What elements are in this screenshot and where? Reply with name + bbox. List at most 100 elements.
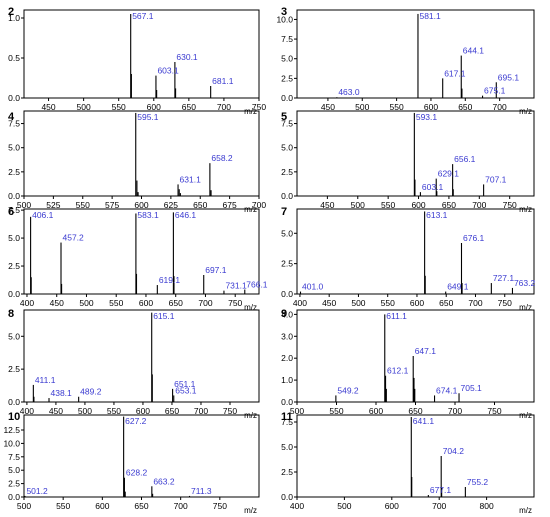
x-tick-label: 550: [381, 298, 395, 308]
x-tick-label: 500: [79, 298, 93, 308]
x-tick-label: 750: [228, 298, 242, 308]
y-tick-label: 5.0: [8, 233, 20, 243]
x-tick-label: 450: [41, 102, 55, 112]
peak-label: 615.1: [153, 311, 175, 321]
x-tick-label: 800: [480, 501, 494, 511]
y-tick-label: 0.0: [8, 397, 20, 407]
x-tick-label: 575: [105, 200, 119, 210]
y-tick-label: 10.0: [3, 438, 20, 448]
spectrum-panel-11: 11 400 500 600 700 800 0.0 2.5 5.0 7.5 m/z 641.1 704…: [281, 411, 535, 515]
x-tick-label: 600: [147, 102, 161, 112]
x-tick-label: 500: [351, 200, 365, 210]
peak-label: 711.3: [191, 486, 212, 496]
plot-frame: [296, 414, 535, 498]
y-tick-label: 2.5: [8, 364, 20, 374]
x-tick-label: 500: [17, 501, 31, 511]
peak-label: 653.1: [175, 385, 197, 395]
peak-label: 704.2: [443, 446, 465, 456]
peak-label: 675.1: [484, 86, 506, 96]
y-tick-label: 10.0: [276, 14, 293, 24]
x-tick-label: 700: [432, 501, 446, 511]
y-tick-label: 0.0: [8, 492, 20, 502]
peak-label: 766.1: [246, 280, 268, 290]
peak-label: 411.1: [35, 375, 56, 385]
y-tick-label: 7.5: [281, 34, 293, 44]
x-tick-label: 700: [252, 200, 266, 210]
x-tick-label: 650: [182, 102, 196, 112]
peak-label: 613.1: [426, 210, 448, 220]
x-tick-label: 450: [49, 406, 63, 416]
panel-label: 11: [281, 411, 293, 423]
y-tick-label: 0.0: [281, 289, 293, 299]
peak-label: 489.2: [80, 387, 102, 397]
x-tick-label: 650: [193, 200, 207, 210]
panel-label: 7: [281, 206, 287, 218]
peak-label: 644.1: [463, 46, 485, 56]
x-tick-label: 600: [369, 406, 383, 416]
x-tick-label: 600: [139, 298, 153, 308]
peak-label: 647.1: [415, 346, 437, 356]
x-tick-label: 600: [136, 406, 150, 416]
y-tick-label: 3.0: [281, 331, 293, 341]
peak-label: 727.1: [493, 273, 515, 283]
x-tick-label: 700: [448, 406, 462, 416]
peak-label: 629.1: [438, 169, 460, 179]
y-tick-label: 0.0: [8, 289, 20, 299]
panel-label: 10: [8, 411, 20, 423]
x-axis-label: m/z: [244, 506, 257, 515]
panel-label: 6: [8, 206, 14, 218]
peak-label: 697.1: [205, 265, 227, 275]
peak-label: 501.2: [26, 486, 48, 496]
x-tick-label: 750: [498, 298, 512, 308]
peak-label: 630.1: [176, 52, 198, 62]
panel-label: 2: [8, 6, 14, 18]
x-tick-label: 600: [424, 102, 438, 112]
peak-label: 681.1: [212, 76, 234, 86]
peak-label: 438.1: [51, 388, 73, 398]
x-tick-label: 500: [77, 102, 91, 112]
x-tick-label: 600: [134, 200, 148, 210]
y-tick-label: 2.5: [8, 167, 20, 177]
x-tick-label: 400: [20, 298, 34, 308]
y-tick-label: 5.0: [281, 228, 293, 238]
x-tick-label: 650: [408, 406, 422, 416]
panel-label: 3: [281, 6, 287, 18]
peak-label: 611.1: [386, 311, 407, 321]
x-tick-label: 400: [20, 406, 34, 416]
x-tick-label: 700: [493, 102, 507, 112]
peak-label: 595.1: [137, 112, 159, 122]
peak-label: 663.2: [153, 476, 175, 486]
spectrum-panel-10: 10 500 550 600 650 700 750 0.0 2.5 5.0 7.5 10.0 12.5…: [3, 411, 260, 515]
y-tick-label: 1.0: [8, 13, 20, 23]
x-tick-label: 450: [322, 298, 336, 308]
x-tick-label: 750: [223, 406, 237, 416]
x-tick-label: 650: [458, 102, 472, 112]
x-tick-label: 400: [290, 501, 304, 511]
plot-frame: [23, 9, 260, 99]
x-tick-label: 750: [503, 200, 517, 210]
y-tick-label: 2.0: [281, 353, 293, 363]
peak-label: 628.2: [126, 468, 148, 478]
plot-frame: [23, 414, 260, 498]
x-tick-label: 700: [472, 200, 486, 210]
x-axis-label: m/z: [519, 506, 532, 515]
x-tick-label: 450: [321, 102, 335, 112]
y-tick-label: 12.5: [3, 425, 20, 435]
y-tick-label: 0.0: [8, 93, 20, 103]
spectrum-panel-6: 6 400 450 500 550 600 650 700 750 0.0 2.5 5.0 7.5 m/z…: [8, 205, 268, 312]
peak-label: 631.1: [180, 174, 202, 184]
peak-label: 567.1: [132, 11, 154, 21]
peak-label: 463.0: [338, 87, 360, 97]
x-tick-label: 650: [169, 298, 183, 308]
y-tick-label: 5.0: [281, 143, 293, 153]
peak-label: 619.1: [159, 275, 181, 285]
peak-label: 593.1: [416, 112, 438, 122]
peak-label: 603.1: [157, 66, 179, 76]
x-tick-label: 600: [385, 501, 399, 511]
x-tick-label: 500: [351, 298, 365, 308]
x-tick-label: 500: [17, 200, 31, 210]
